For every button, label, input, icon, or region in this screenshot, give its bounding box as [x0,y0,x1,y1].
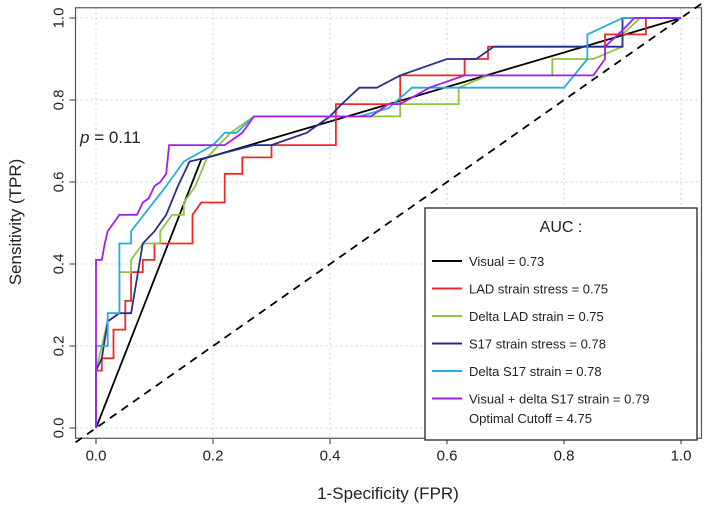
roc-curves [75,2,702,444]
y-tick-label: 0.0 [51,418,68,439]
legend-label: Visual + delta S17 strain = 0.79 [469,392,649,407]
roc-curve-4 [95,17,681,428]
legend-title: AUC : [540,219,583,236]
chance-line [75,2,702,444]
x-tick-label: 0.8 [554,447,575,464]
legend-label: Delta S17 strain = 0.78 [469,364,602,379]
plot-frame [74,7,703,439]
roc-curve-2 [95,17,681,428]
legend-label: S17 strain stress = 0.78 [469,337,606,352]
x-tick-label: 0.0 [86,447,107,464]
legend-label: Delta LAD strain = 0.75 [469,309,604,324]
x-axis-label: 1-Specificity (FPR) [317,484,459,503]
y-tick-label: 0.2 [51,336,68,357]
p-value-annotation: p = 0.11 [79,128,141,147]
y-tick-label: 0.4 [51,254,68,275]
x-tick-label: 0.4 [320,447,341,464]
legend: AUC : Visual = 0.73 LAD strain stress = 0.… [424,207,698,441]
p-label: p [79,128,89,147]
roc-curve-3 [95,17,681,428]
y-tick-label: 1.0 [51,8,68,29]
legend-box [424,207,698,441]
y-axis-label: Sensitivity (TPR) [6,159,25,286]
legend-label: LAD strain stress = 0.75 [469,282,608,297]
x-tick-label: 0.6 [437,447,458,464]
x-tick-label: 0.2 [203,447,224,464]
legend-label: Visual = 0.73 [469,254,544,269]
y-tick-label: 0.8 [51,90,68,111]
axes: 0.0 0.2 0.4 0.6 0.8 1.0 0.0 0.2 0.4 0.6 0.8 1.0 [51,7,703,464]
roc-curve-5 [95,17,681,428]
p-value: = 0.11 [89,128,140,147]
y-tick-label: 0.6 [51,172,68,193]
legend-optimal-cutoff: Optimal Cutoff = 4.75 [469,411,592,426]
roc-curve-1 [95,17,681,428]
x-tick-label: 1.0 [671,447,692,464]
